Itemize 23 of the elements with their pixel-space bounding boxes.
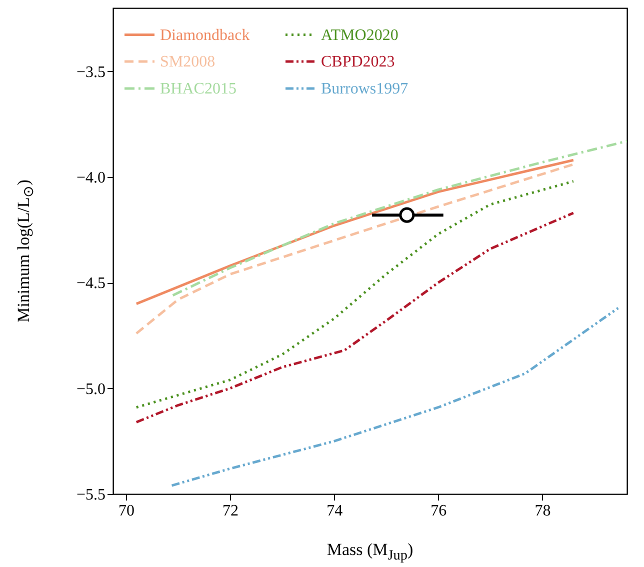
- x-tick-label: 70: [118, 502, 135, 520]
- line-series: [135, 163, 575, 335]
- legend-label: Burrows1997: [321, 80, 408, 98]
- legend-label: ATMO2020: [321, 26, 398, 44]
- y-tick-label: −4.0: [76, 170, 106, 187]
- x-axis-title: Mass (M$_{Jup}$): [326, 540, 414, 564]
- legend-label: BHAC2015: [160, 80, 236, 98]
- x-tick-label: 76: [430, 502, 447, 520]
- line-series: [135, 212, 575, 424]
- line-series: [170, 306, 620, 487]
- line-series: [135, 158, 575, 306]
- y-tick-label: −5.0: [76, 380, 106, 398]
- legend-label: SM2008: [160, 54, 216, 70]
- line-series: [172, 140, 627, 297]
- x-tick-label: 72: [222, 502, 239, 520]
- y-tick-label: −5.5: [76, 486, 106, 504]
- legend-label: CBPD2023: [321, 54, 395, 70]
- y-tick-label: −4.5: [76, 275, 106, 292]
- y-tick-label: −3.5: [76, 64, 106, 81]
- legend-label: Diamondback: [160, 26, 250, 44]
- x-tick-label: 78: [534, 502, 551, 520]
- x-tick-label: 74: [326, 502, 343, 520]
- line-series: [135, 180, 575, 409]
